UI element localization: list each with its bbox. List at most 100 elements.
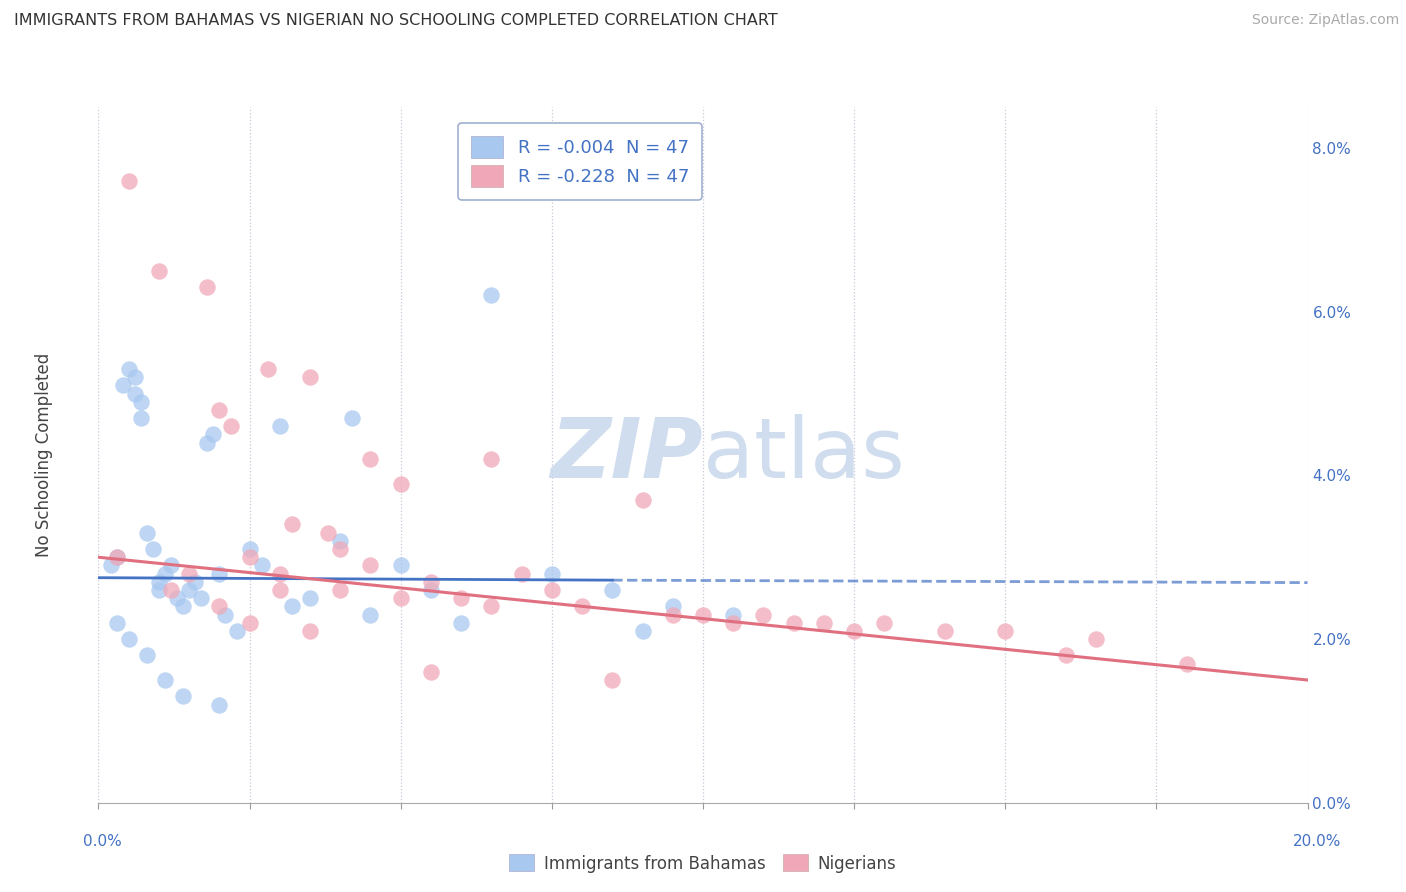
- Point: [111, 378, 134, 392]
- Point: [316, 525, 339, 540]
- Text: ZIP: ZIP: [550, 415, 703, 495]
- Point: [299, 624, 322, 638]
- Point: [208, 566, 231, 581]
- Point: [118, 632, 141, 646]
- Point: [269, 419, 291, 434]
- Point: [214, 607, 236, 622]
- Point: [142, 542, 165, 557]
- Point: [420, 665, 443, 679]
- Point: [1085, 632, 1108, 646]
- Point: [172, 690, 194, 704]
- Point: [1175, 657, 1198, 671]
- Point: [256, 362, 278, 376]
- Text: Source: ZipAtlas.com: Source: ZipAtlas.com: [1251, 13, 1399, 28]
- Point: [510, 566, 533, 581]
- Point: [541, 566, 564, 581]
- Legend: Immigrants from Bahamas, Nigerians: Immigrants from Bahamas, Nigerians: [503, 847, 903, 880]
- Point: [723, 607, 745, 622]
- Point: [329, 582, 352, 597]
- Point: [602, 582, 624, 597]
- Point: [541, 582, 564, 597]
- Point: [571, 599, 593, 614]
- Point: [105, 550, 128, 565]
- Point: [723, 615, 745, 630]
- Point: [124, 386, 146, 401]
- Point: [118, 362, 141, 376]
- Point: [934, 624, 956, 638]
- Point: [179, 566, 201, 581]
- Point: [752, 607, 775, 622]
- Point: [389, 591, 412, 606]
- Point: [190, 591, 212, 606]
- Point: [360, 452, 382, 467]
- Point: [481, 288, 503, 302]
- Point: [160, 558, 183, 573]
- Point: [135, 648, 157, 663]
- Point: [329, 542, 352, 557]
- Point: [208, 403, 231, 417]
- Point: [226, 624, 249, 638]
- Point: [299, 591, 322, 606]
- Point: [202, 427, 225, 442]
- Point: [118, 174, 141, 188]
- Point: [153, 566, 176, 581]
- Point: [450, 591, 472, 606]
- Text: IMMIGRANTS FROM BAHAMAS VS NIGERIAN NO SCHOOLING COMPLETED CORRELATION CHART: IMMIGRANTS FROM BAHAMAS VS NIGERIAN NO S…: [14, 13, 778, 29]
- Point: [844, 624, 866, 638]
- Point: [873, 615, 896, 630]
- Point: [450, 615, 472, 630]
- Point: [195, 280, 218, 294]
- Point: [239, 542, 262, 557]
- Point: [172, 599, 194, 614]
- Point: [662, 599, 685, 614]
- Point: [1054, 648, 1077, 663]
- Point: [360, 558, 382, 573]
- Text: 20.0%: 20.0%: [1294, 834, 1341, 849]
- Point: [389, 476, 412, 491]
- Point: [135, 525, 157, 540]
- Point: [195, 435, 218, 450]
- Point: [299, 370, 322, 384]
- Point: [148, 574, 170, 589]
- Point: [692, 607, 714, 622]
- Text: No Schooling Completed: No Schooling Completed: [35, 353, 53, 557]
- Point: [250, 558, 273, 573]
- Point: [239, 550, 262, 565]
- Text: 0.0%: 0.0%: [83, 834, 122, 849]
- Point: [631, 624, 654, 638]
- Point: [269, 566, 291, 581]
- Point: [329, 533, 352, 548]
- Point: [148, 264, 170, 278]
- Point: [221, 419, 243, 434]
- Point: [481, 599, 503, 614]
- Point: [342, 411, 364, 425]
- Point: [389, 558, 412, 573]
- Legend: R = -0.004  N = 47, R = -0.228  N = 47: R = -0.004 N = 47, R = -0.228 N = 47: [458, 123, 702, 200]
- Point: [166, 591, 188, 606]
- Point: [631, 492, 654, 507]
- Point: [269, 582, 291, 597]
- Point: [129, 411, 152, 425]
- Point: [124, 370, 146, 384]
- Point: [208, 599, 231, 614]
- Point: [994, 624, 1017, 638]
- Point: [420, 582, 443, 597]
- Point: [208, 698, 231, 712]
- Point: [602, 673, 624, 687]
- Point: [360, 607, 382, 622]
- Point: [481, 452, 503, 467]
- Text: atlas: atlas: [703, 415, 904, 495]
- Point: [129, 394, 152, 409]
- Point: [105, 550, 128, 565]
- Point: [420, 574, 443, 589]
- Point: [281, 517, 304, 532]
- Point: [239, 615, 262, 630]
- Point: [179, 582, 201, 597]
- Point: [160, 582, 183, 597]
- Point: [662, 607, 685, 622]
- Point: [184, 574, 207, 589]
- Point: [783, 615, 806, 630]
- Point: [148, 582, 170, 597]
- Point: [105, 615, 128, 630]
- Point: [100, 558, 122, 573]
